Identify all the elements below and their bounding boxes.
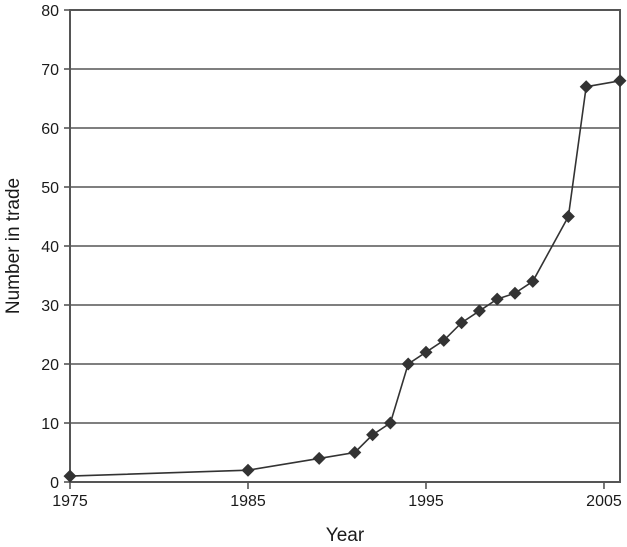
x-tick-label: 1995 bbox=[408, 493, 444, 510]
diamond-marker-icon bbox=[312, 451, 326, 465]
y-tick-label: 30 bbox=[41, 298, 59, 315]
x-tick-label: 2005 bbox=[586, 493, 622, 510]
data-markers bbox=[63, 74, 627, 483]
y-tick-label: 60 bbox=[41, 121, 59, 138]
diamond-marker-icon bbox=[472, 304, 486, 318]
diamond-marker-icon bbox=[613, 74, 627, 88]
diamond-marker-icon bbox=[241, 463, 255, 477]
y-tick-label: 20 bbox=[41, 357, 59, 374]
x-axis-title: Year bbox=[326, 525, 365, 546]
diamond-marker-icon bbox=[508, 286, 522, 300]
diamond-marker-icon bbox=[366, 428, 380, 442]
diamond-marker-icon bbox=[419, 345, 433, 359]
diamond-marker-icon bbox=[490, 292, 504, 306]
diamond-marker-icon bbox=[437, 333, 451, 347]
x-tick-label: 1975 bbox=[52, 493, 88, 510]
series-line bbox=[69, 80, 621, 477]
x-tick-label: 1985 bbox=[230, 493, 266, 510]
x-axis: 1975 1985 1995 2005 bbox=[52, 482, 622, 510]
diamond-marker-icon bbox=[383, 416, 397, 430]
diamond-marker-icon bbox=[526, 274, 540, 288]
diamond-marker-icon bbox=[63, 469, 77, 483]
diamond-marker-icon bbox=[348, 446, 362, 459]
gridlines bbox=[70, 9, 620, 483]
diamond-marker-icon bbox=[561, 210, 575, 223]
diamond-marker-icon bbox=[455, 316, 469, 330]
diamond-marker-icon bbox=[401, 357, 415, 371]
y-axis-title: Number in trade bbox=[3, 178, 24, 314]
y-tick-label: 80 bbox=[41, 3, 59, 20]
y-tick-label: 40 bbox=[41, 239, 59, 256]
y-tick-label: 10 bbox=[41, 416, 59, 433]
y-tick-label: 70 bbox=[41, 62, 59, 79]
y-tick-label: 50 bbox=[41, 180, 59, 197]
diamond-marker-icon bbox=[579, 80, 593, 94]
y-tick-label: 0 bbox=[50, 475, 59, 492]
y-axis: 0 10 20 30 40 50 60 70 80 bbox=[41, 3, 70, 492]
